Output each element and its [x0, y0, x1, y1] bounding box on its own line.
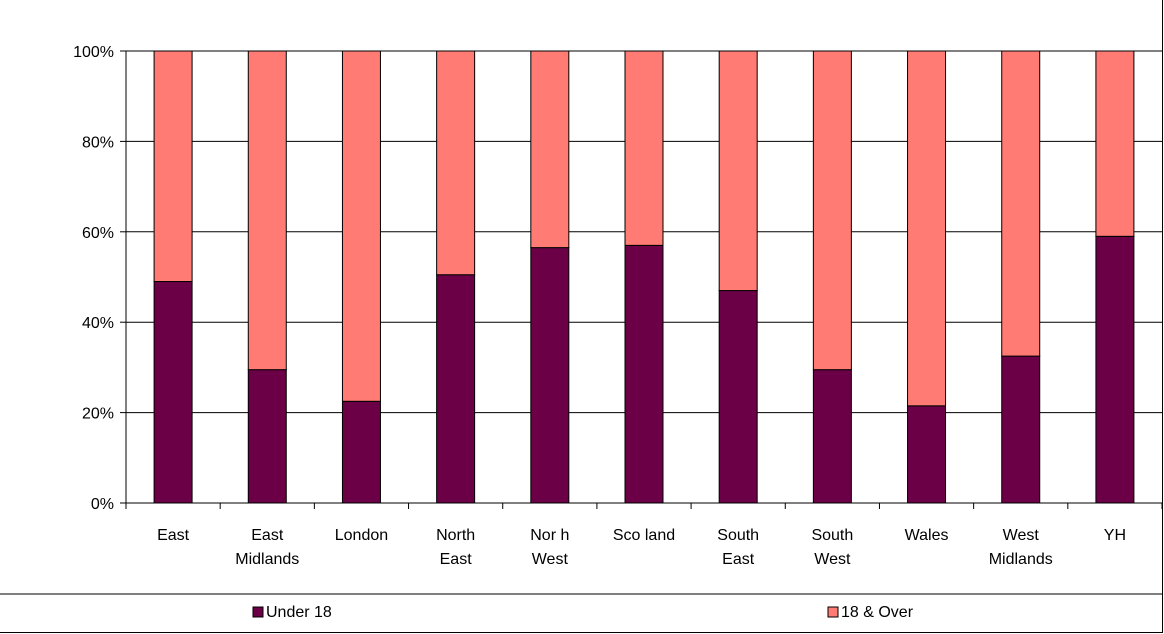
- x-tick-label: West Midlands: [989, 527, 1053, 568]
- y-tick-label: 20%: [82, 406, 114, 423]
- bar-segment: [718, 50, 758, 292]
- x-tick-label-line: South: [811, 527, 853, 544]
- x-tick-label-line: East: [440, 551, 473, 568]
- x-tick-label-line: Midlands: [235, 551, 299, 568]
- bar-segment: [341, 50, 381, 402]
- legend: Under 18 18 & Over: [0, 593, 1163, 621]
- legend-swatch: [252, 606, 264, 618]
- x-tick-label-line: Midlands: [989, 551, 1053, 568]
- y-tick-label: 80%: [82, 134, 114, 151]
- legend-swatch: [827, 606, 839, 618]
- x-tick-label: Wales: [905, 527, 949, 544]
- x-tick-label-line: London: [335, 527, 388, 544]
- x-tick-label: North East: [436, 527, 475, 568]
- axes: [120, 50, 1163, 509]
- bar-segment: [907, 405, 947, 504]
- bar-segment: [1095, 50, 1135, 237]
- bar-segment: [530, 247, 570, 504]
- x-tick-label: South West: [811, 527, 853, 568]
- x-tick-label-line: West: [814, 551, 851, 568]
- x-tick-label: Sco land: [613, 527, 675, 544]
- x-tick-label-line: North: [436, 527, 475, 544]
- bar-segment: [436, 50, 476, 276]
- bar-segment: [247, 369, 287, 504]
- bar-segment: [1001, 50, 1041, 357]
- bar-segment: [341, 400, 381, 504]
- bar-segment: [1095, 235, 1135, 504]
- legend-label: 18 & Over: [841, 604, 914, 621]
- x-tick-label: Nor h West: [530, 527, 569, 568]
- x-tick-label: London: [335, 527, 388, 544]
- x-tick-label-line: East: [722, 551, 755, 568]
- bar-segment: [812, 50, 852, 371]
- bar-segment: [1001, 355, 1041, 504]
- y-tick-label: 0%: [91, 496, 114, 513]
- x-tick-label-line: South: [717, 527, 759, 544]
- y-tick-labels: 0% 20% 40% 60% 80% 100%: [73, 44, 114, 513]
- x-tick-label: East Midlands: [235, 527, 299, 568]
- y-tick-label: 60%: [82, 225, 114, 242]
- bar-segment: [153, 50, 193, 283]
- x-tick-label: YH: [1104, 527, 1126, 544]
- x-tick-label-line: West: [1003, 527, 1040, 544]
- x-tick-label-line: East: [251, 527, 284, 544]
- x-tick-label-line: Wales: [905, 527, 949, 544]
- y-tick-label: 40%: [82, 315, 114, 332]
- x-tick-label-line: East: [157, 527, 190, 544]
- bar-segment: [907, 50, 947, 407]
- bar-segment: [624, 244, 664, 504]
- x-tick-label-line: Sco land: [613, 527, 675, 544]
- bar-segment: [247, 50, 287, 371]
- bar-segment: [530, 50, 570, 249]
- bar-segment: [153, 281, 193, 504]
- x-tick-label: East: [157, 527, 190, 544]
- bar-segment: [436, 274, 476, 504]
- y-tick-label: 100%: [73, 44, 114, 61]
- bar-segment: [812, 369, 852, 504]
- x-tick-label-line: YH: [1104, 527, 1126, 544]
- x-tick-label: South East: [717, 527, 759, 568]
- x-tick-labels: East East Midlands London North East Nor h West…: [157, 527, 1126, 568]
- legend-label: Under 18: [266, 604, 332, 621]
- x-tick-label-line: Nor h: [530, 527, 569, 544]
- bars: [153, 50, 1135, 504]
- bar-segment: [624, 50, 664, 246]
- bar-segment: [718, 290, 758, 504]
- x-tick-label-line: West: [532, 551, 569, 568]
